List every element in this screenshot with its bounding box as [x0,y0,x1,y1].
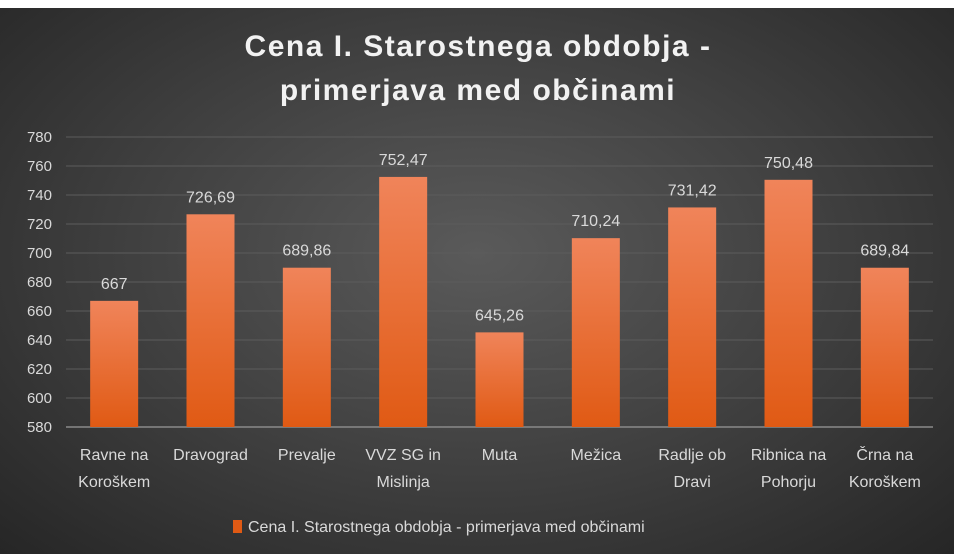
y-tick-label: 760 [27,158,52,175]
bar [282,267,331,427]
category-label: Mislinja [376,474,429,491]
data-label: 726,69 [186,189,235,206]
category-label: Dravograd [173,447,248,464]
bar [379,176,428,427]
data-label: 689,84 [860,243,909,260]
category-label: Koroškem [78,474,150,491]
y-tick-label: 680 [27,274,52,291]
y-tick-label: 720 [27,216,52,233]
y-tick-label: 700 [27,245,52,262]
data-label: 752,47 [379,152,428,169]
category-label: Muta [482,447,518,464]
category-label: Koroškem [849,474,921,491]
y-tick-label: 580 [27,419,52,436]
data-label: 731,42 [668,182,717,199]
bar [90,300,139,427]
bar [860,267,909,427]
category-label: Radlje ob [658,447,726,464]
category-label: Pohorju [761,474,816,491]
y-tick-label: 620 [27,361,52,378]
data-label: 710,24 [571,213,620,230]
chart-title-line-1: Cena I. Starostnega obdobja - [245,30,712,63]
legend-swatch [233,520,242,533]
category-label: Ribnica na [751,447,827,464]
bar [571,238,620,427]
data-label: 645,26 [475,307,524,324]
data-label: 750,48 [764,155,813,172]
y-tick-label: 740 [27,187,52,204]
data-label: 689,86 [282,243,331,260]
data-label: 667 [101,276,128,293]
category-label: Ravne na [80,447,149,464]
bar [764,179,813,427]
y-tick-label: 660 [27,303,52,320]
bar [475,332,524,427]
category-label: Prevalje [278,447,336,464]
y-tick-label: 600 [27,390,52,407]
legend-label: Cena I. Starostnega obdobja - primerjava… [248,519,645,536]
chart-title-line-2: primerjava med občinami [280,74,676,107]
category-label: Dravi [673,474,710,491]
bar [668,207,717,427]
bar-chart: Cena I. Starostnega obdobja - primerjava… [27,30,933,536]
category-label: Črna na [856,445,913,464]
chart: Cena I. Starostnega obdobja - primerjava… [0,8,954,554]
category-label: Mežica [570,447,621,464]
y-tick-label: 640 [27,332,52,349]
bar [186,214,235,427]
category-label: VVZ SG in [365,447,441,464]
y-tick-label: 780 [27,129,52,146]
